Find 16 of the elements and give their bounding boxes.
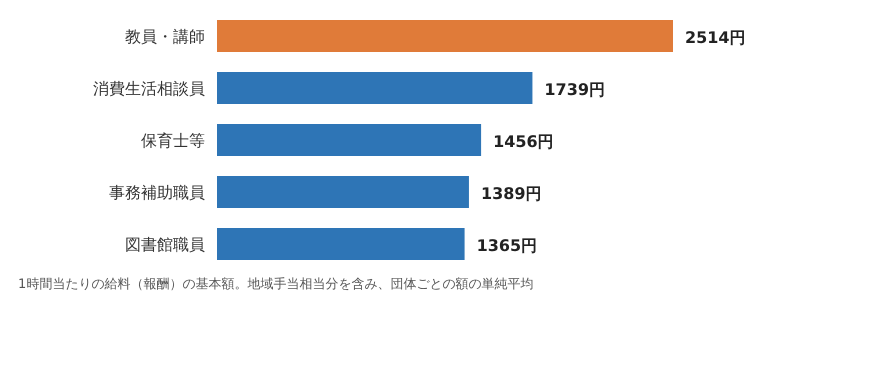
bar [217, 228, 465, 260]
bar [217, 176, 469, 208]
bar [217, 124, 482, 156]
y-tick-label: 事務補助職員 [109, 183, 205, 202]
data-label: 1456円 [493, 132, 554, 151]
y-tick-label: 図書館職員 [125, 235, 205, 254]
y-tick-label: 教員・講師 [125, 27, 205, 46]
y-tick-label: 消費生活相談員 [93, 79, 205, 98]
y-tick-label: 保育士等 [141, 131, 205, 150]
text: 1時間当たりの給料（報酬）の基本額。地域手当相当分を含み、団体ごとの額の単純平均 [18, 277, 534, 292]
data-label: 1739円 [544, 80, 605, 99]
bar [217, 72, 532, 104]
data-label: 1365円 [476, 236, 538, 255]
data-label: 2514円 [685, 28, 746, 47]
bar [217, 20, 673, 52]
data-label: 1389円 [480, 184, 542, 203]
